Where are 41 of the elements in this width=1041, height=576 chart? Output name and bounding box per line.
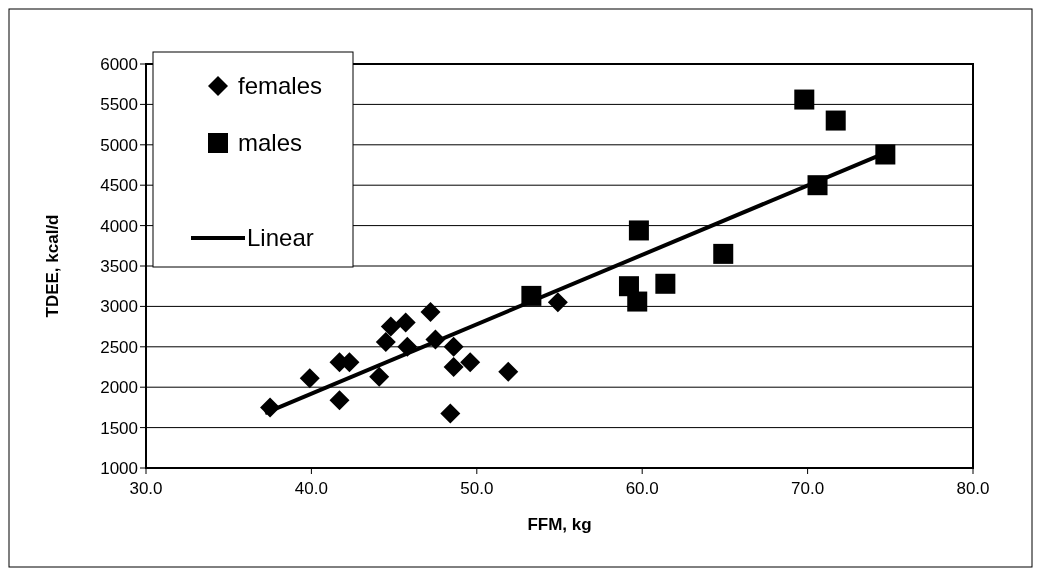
point [655,273,676,294]
y-tick-label: 3500 [100,256,138,276]
legend-label: Linear [247,224,314,252]
x-axis-title: FFM, kg [527,515,592,534]
point [375,331,396,352]
point [713,243,734,264]
point [395,312,416,333]
y-tick-label: 2500 [100,337,138,357]
x-tick-label: 70.0 [791,479,825,498]
x-tick-label: 60.0 [625,479,659,498]
point [443,336,464,357]
point [329,390,350,411]
point [443,357,464,377]
point [547,292,568,313]
y-tick-label: 3000 [100,297,138,317]
point [420,302,441,323]
legend-label: females [238,72,323,100]
y-axis-title: TDEE, kcal/d [43,214,62,318]
point [369,366,390,387]
y-tick-label: 1500 [100,418,138,438]
y-tick-label: 1000 [100,458,138,478]
x-tick-label: 50.0 [460,479,494,498]
x-tick-label: 30.0 [129,479,163,498]
y-tick-label: 6000 [100,54,138,74]
x-tick-label: 80.0 [956,479,990,498]
y-tick-label: 5000 [100,135,138,155]
y-tick-label: 4000 [100,216,138,236]
point [794,89,815,110]
legend-label: males [238,129,303,157]
point [440,403,461,424]
x-tick-label: 40.0 [294,479,328,498]
point [380,316,401,337]
point [498,361,519,382]
y-tick-label: 4500 [100,176,138,196]
point [627,291,648,312]
point [825,110,846,131]
point [460,352,481,373]
y-tick-label: 5500 [100,95,138,115]
point [628,220,649,241]
y-tick-label: 2000 [100,378,138,398]
point [299,368,320,389]
